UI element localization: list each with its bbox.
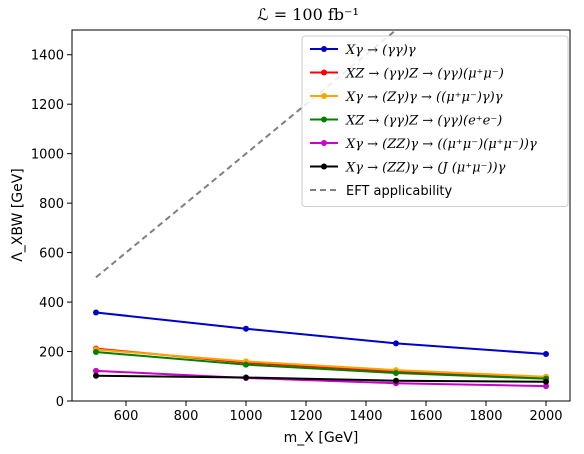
legend-marker xyxy=(321,163,327,170)
legend-marker xyxy=(321,69,327,76)
y-tick-label: 1000 xyxy=(31,148,64,163)
data-point xyxy=(93,372,99,379)
y-tick-label: 400 xyxy=(39,296,64,311)
data-point xyxy=(543,351,549,358)
y-tick-label: 1400 xyxy=(31,49,64,64)
y-tick-label: 0 xyxy=(56,395,64,410)
data-point xyxy=(393,370,399,377)
data-point xyxy=(243,361,249,368)
series-line xyxy=(95,374,547,383)
data-point xyxy=(543,378,549,385)
data-point xyxy=(393,377,399,384)
legend-label: XZ → (γγ)Z → (γγ)(μ⁺μ⁻) xyxy=(345,67,504,82)
legend-marker xyxy=(321,116,327,123)
legend-marker xyxy=(321,140,327,146)
legend-label: Xγ → (ZZ)γ → ((μ⁺μ⁻)(μ⁺μ⁻))γ xyxy=(345,137,537,152)
data-point xyxy=(543,383,549,390)
legend-label: Xγ → (Zγ)γ → ((μ⁺μ⁻)γ)γ xyxy=(345,90,503,105)
legend-marker xyxy=(321,93,327,99)
series-line xyxy=(95,311,547,356)
x-tick-label: 1200 xyxy=(289,409,322,424)
legend-label: EFT applicability xyxy=(346,184,453,199)
x-tick-label: 1000 xyxy=(229,409,262,424)
legend-box xyxy=(301,35,569,207)
series-line xyxy=(95,369,547,388)
x-tick-label: 1400 xyxy=(349,409,382,424)
y-tick-label: 800 xyxy=(39,197,64,212)
legend-label: Xγ → (ZZ)γ → (J (μ⁺μ⁻))γ xyxy=(345,161,506,176)
data-point xyxy=(243,374,249,381)
legend-label: Xγ → (γγ)γ xyxy=(345,43,416,58)
x-axis-label: m_X [GeV] xyxy=(284,430,359,446)
legend-label: XZ → (γγ)Z → (γγ)(e⁺e⁻) xyxy=(345,114,502,129)
x-tick-label: 600 xyxy=(114,409,139,424)
series-line xyxy=(95,348,547,378)
series-line xyxy=(95,351,547,380)
data-point xyxy=(243,325,249,332)
y-tick-label: 600 xyxy=(39,247,64,262)
plot-frame xyxy=(71,29,571,402)
data-point xyxy=(393,340,399,347)
chart-title: ℒ = 100 fb⁻¹ xyxy=(257,5,359,24)
x-tick-label: 1800 xyxy=(469,409,502,424)
y-tick-label: 200 xyxy=(39,346,64,361)
data-point xyxy=(93,367,99,374)
x-tick-label: 2000 xyxy=(529,409,562,424)
data-point xyxy=(93,349,99,356)
y-axis-label: Λ_XBW [GeV] xyxy=(10,168,26,262)
data-point xyxy=(93,309,99,316)
legend: Xγ → (γγ)γ XZ → (γγ)Z → (γγ)(μ⁺μ⁻) Xγ → (Z… xyxy=(301,35,569,207)
y-tick-label: 1200 xyxy=(31,98,64,113)
x-tick-label: 1600 xyxy=(409,409,442,424)
legend-marker xyxy=(321,46,327,52)
x-tick-label: 800 xyxy=(174,409,199,424)
